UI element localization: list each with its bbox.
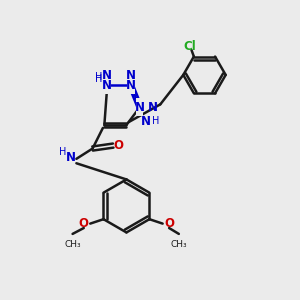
Text: Cl: Cl (183, 40, 196, 53)
Text: N: N (126, 79, 136, 92)
Text: H: H (95, 74, 103, 84)
Text: N: N (126, 69, 136, 82)
Text: N: N (102, 79, 112, 92)
Text: N: N (135, 101, 145, 114)
Text: CH₃: CH₃ (170, 240, 187, 249)
Text: H: H (95, 72, 103, 82)
Text: O: O (164, 217, 174, 230)
Text: O: O (79, 217, 89, 230)
Text: N: N (66, 151, 76, 164)
Text: H: H (59, 147, 67, 158)
Text: N: N (102, 69, 112, 82)
Text: H: H (152, 116, 159, 126)
Text: N: N (148, 101, 158, 114)
Text: N: N (141, 115, 151, 128)
Text: O: O (113, 139, 124, 152)
Text: CH₃: CH₃ (64, 240, 81, 249)
